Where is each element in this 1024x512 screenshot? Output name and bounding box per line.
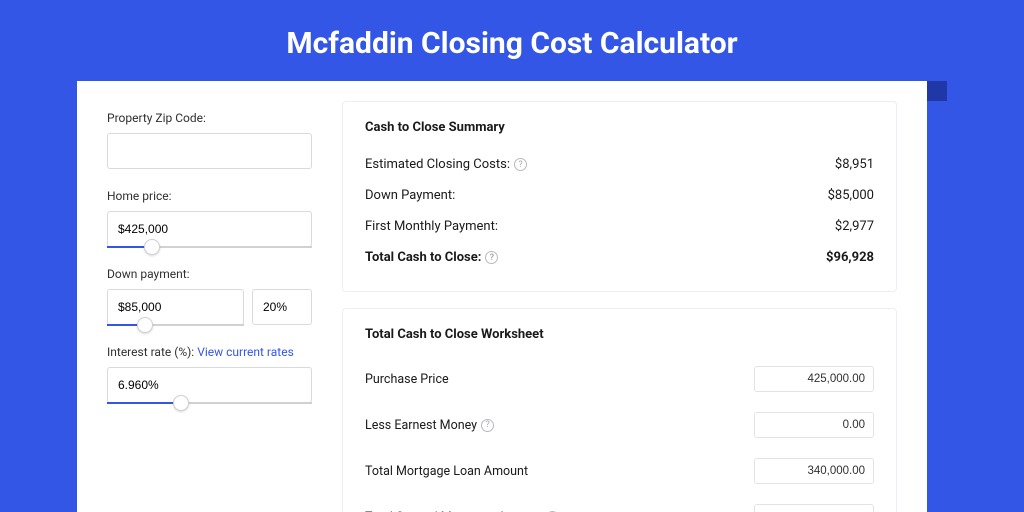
results-column: Cash to Close Summary Estimated Closing …	[332, 81, 927, 512]
down-payment-slider-thumb[interactable]	[137, 317, 153, 333]
worksheet-row-label: Total Mortgage Loan Amount	[365, 464, 528, 479]
summary-label-text: Down Payment:	[365, 188, 455, 203]
summary-row-label: Estimated Closing Costs:?	[365, 157, 527, 172]
worksheet-row: Less Earnest Money?	[365, 402, 874, 448]
interest-rate-slider-fill	[107, 402, 181, 404]
calculator-outer: Property Zip Code: Home price: Down paym…	[77, 81, 947, 512]
worksheet-value-input[interactable]	[754, 366, 874, 392]
summary-label-text: Estimated Closing Costs:	[365, 157, 510, 172]
down-payment-field-group: Down payment:	[107, 267, 312, 325]
help-icon[interactable]: ?	[481, 419, 494, 432]
summary-row: Estimated Closing Costs:? $8,951	[365, 149, 874, 180]
interest-rate-input[interactable]	[107, 367, 312, 403]
down-payment-pct-input[interactable]	[252, 289, 312, 325]
down-payment-slider-wrap	[107, 289, 244, 325]
down-payment-input[interactable]	[107, 289, 244, 325]
worksheet-row: Total Second Mortgage Amount?	[365, 494, 874, 512]
worksheet-label-text: Total Mortgage Loan Amount	[365, 464, 528, 479]
summary-row-value: $96,928	[826, 250, 874, 265]
worksheet-value-input[interactable]	[754, 458, 874, 484]
worksheet-row-label: Less Earnest Money?	[365, 418, 494, 433]
summary-label-text: First Monthly Payment:	[365, 219, 498, 234]
zip-input[interactable]	[107, 133, 312, 169]
summary-row-label: First Monthly Payment:	[365, 219, 498, 234]
summary-title: Cash to Close Summary	[365, 120, 874, 135]
inputs-column: Property Zip Code: Home price: Down paym…	[77, 81, 332, 512]
worksheet-value-input[interactable]	[754, 504, 874, 512]
zip-field-group: Property Zip Code:	[107, 111, 312, 169]
home-price-slider-thumb[interactable]	[144, 239, 160, 255]
summary-panel: Cash to Close Summary Estimated Closing …	[342, 101, 897, 292]
calculator-card: Property Zip Code: Home price: Down paym…	[77, 81, 927, 512]
worksheet-row: Purchase Price	[365, 356, 874, 402]
summary-row-label: Total Cash to Close:?	[365, 250, 498, 265]
summary-row: First Monthly Payment: $2,977	[365, 211, 874, 242]
interest-rate-label: Interest rate (%): View current rates	[107, 345, 312, 359]
interest-rate-field-group: Interest rate (%): View current rates	[107, 345, 312, 403]
summary-row: Down Payment: $85,000	[365, 180, 874, 211]
worksheet-value-input[interactable]	[754, 412, 874, 438]
help-icon[interactable]: ?	[514, 158, 527, 171]
interest-rate-slider-thumb[interactable]	[173, 395, 189, 411]
page-title: Mcfaddin Closing Cost Calculator	[0, 0, 1024, 81]
interest-rate-label-text: Interest rate (%):	[107, 345, 194, 359]
home-price-slider-wrap	[107, 211, 312, 247]
summary-row-value: $2,977	[835, 219, 874, 234]
worksheet-panel: Total Cash to Close Worksheet Purchase P…	[342, 308, 897, 512]
interest-rate-slider-wrap	[107, 367, 312, 403]
home-price-input[interactable]	[107, 211, 312, 247]
summary-row-label: Down Payment:	[365, 188, 455, 203]
worksheet-label-text: Less Earnest Money	[365, 418, 477, 433]
help-icon[interactable]: ?	[485, 251, 498, 264]
worksheet-row: Total Mortgage Loan Amount	[365, 448, 874, 494]
summary-row-value: $8,951	[835, 157, 874, 172]
home-price-field-group: Home price:	[107, 189, 312, 247]
worksheet-label-text: Purchase Price	[365, 372, 449, 387]
summary-label-text: Total Cash to Close:	[365, 250, 481, 265]
worksheet-title: Total Cash to Close Worksheet	[365, 327, 874, 342]
summary-row-value: $85,000	[828, 188, 874, 203]
down-payment-label: Down payment:	[107, 267, 312, 281]
home-price-label: Home price:	[107, 189, 312, 203]
worksheet-row-label: Purchase Price	[365, 372, 449, 387]
zip-label: Property Zip Code:	[107, 111, 312, 125]
view-rates-link[interactable]: View current rates	[197, 345, 294, 359]
summary-row: Total Cash to Close:? $96,928	[365, 242, 874, 273]
